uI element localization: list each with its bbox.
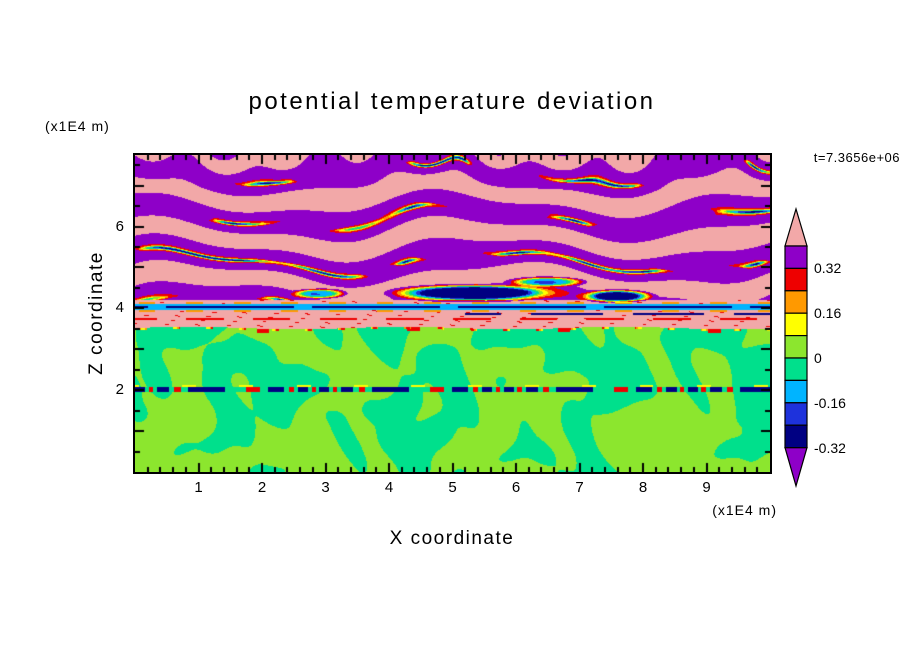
colorbar-band <box>784 312 808 337</box>
plot-area <box>133 153 772 474</box>
time-annotation: t=7.3656e+06 <box>813 150 900 165</box>
z-tick-label: 2 <box>115 381 124 399</box>
x-tick-label: 2 <box>257 479 267 496</box>
x-tick-label: 6 <box>511 479 521 496</box>
plot-title: potential temperature deviation <box>248 88 656 115</box>
colorbar-tick-label: 0 <box>814 350 822 366</box>
colorbar-band <box>784 267 808 292</box>
colorbar-tick-label: 0.16 <box>814 305 842 322</box>
colorbar-tick-label: 0.32 <box>814 260 842 277</box>
x-axis-unit-label: (x1E4 m) <box>712 502 777 518</box>
colorbar-band <box>784 402 808 426</box>
colorbar-band <box>784 245 808 269</box>
x-tick-label: 1 <box>194 479 203 496</box>
x-axis-title: X coordinate <box>389 528 515 549</box>
x-tick-label: 9 <box>702 479 711 496</box>
colorbar-band <box>784 424 808 449</box>
colorbar-band <box>784 335 808 359</box>
x-tick-label: 5 <box>448 479 457 496</box>
colorbar-tick-label: -0.16 <box>814 394 846 411</box>
colorbar <box>784 206 808 489</box>
x-tick-label: 4 <box>384 479 394 496</box>
colorbar-tick-label: -0.32 <box>814 439 846 456</box>
x-tick-label: 3 <box>321 479 330 496</box>
colorbar-band <box>784 290 808 314</box>
z-tick-label: 6 <box>115 217 124 235</box>
x-tick-label: 8 <box>638 479 648 496</box>
colorbar-under-arrow <box>784 447 808 489</box>
colorbar-over-arrow <box>784 206 808 247</box>
heatmap-canvas <box>135 155 770 472</box>
z-axis-unit-label: (x1E4 m) <box>45 118 110 134</box>
colorbar-band <box>784 379 808 404</box>
colorbar-band <box>784 357 808 381</box>
z-tick-label: 4 <box>115 299 124 317</box>
x-tick-label: 7 <box>575 479 584 496</box>
